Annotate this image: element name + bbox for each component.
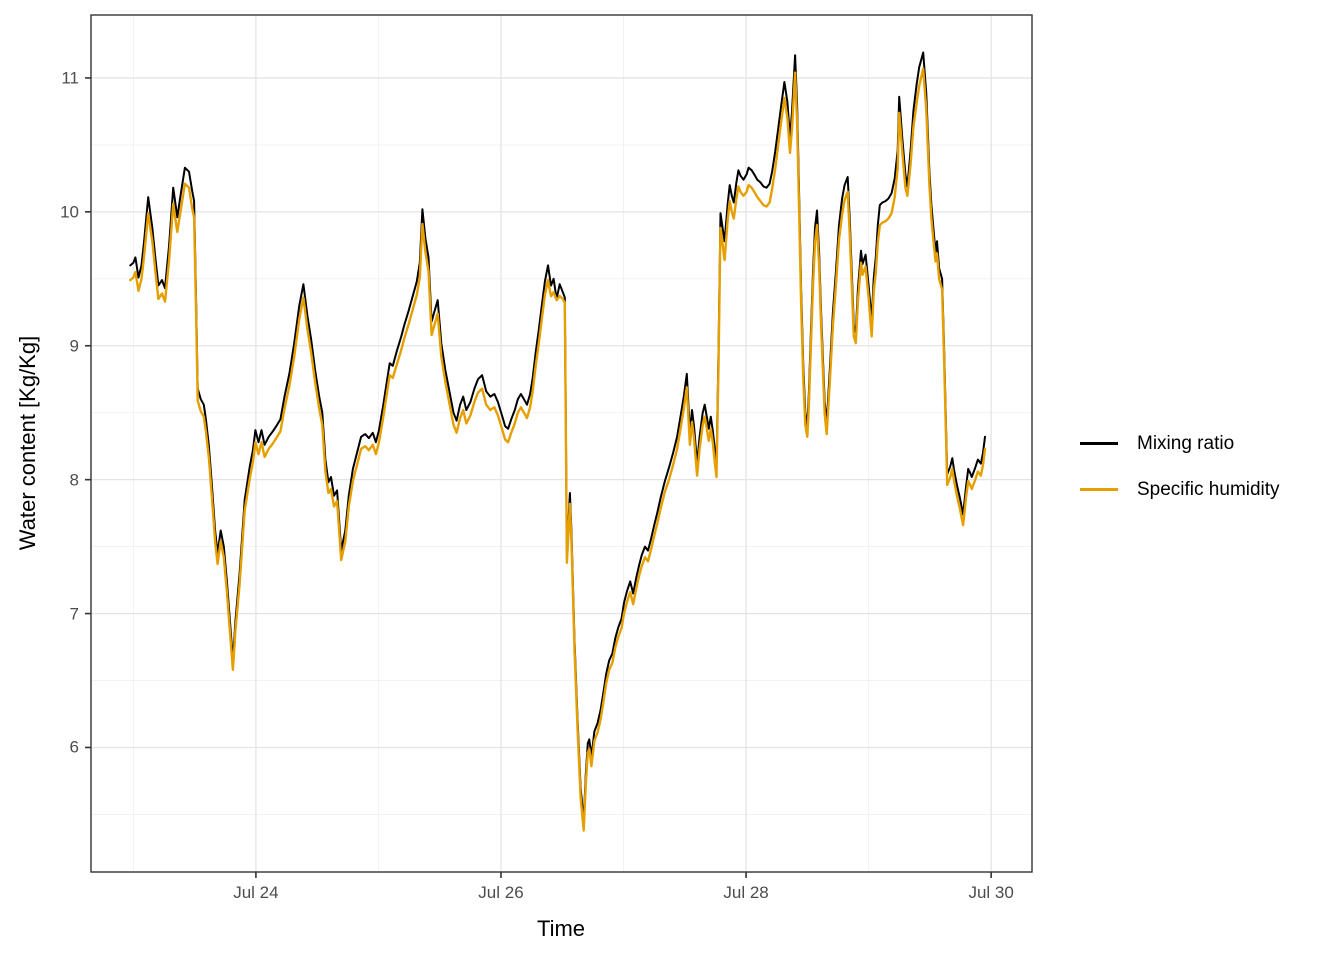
y-tick-label: 11 (61, 68, 79, 88)
specific-humidity-line-key-icon (1080, 488, 1118, 491)
y-tick-label: 8 (69, 470, 79, 490)
x-tick-label: Jul 28 (723, 883, 769, 902)
legend-label-mixing-ratio: Mixing ratio (1137, 433, 1235, 454)
x-axis-title: Time (536, 916, 586, 941)
y-tick-label: 7 (69, 604, 79, 624)
y-tick-label: 10 (60, 202, 79, 222)
mixing-ratio-line-key-icon (1080, 442, 1118, 445)
mixing-ratio-line (129, 51, 986, 823)
y-tick-label: 6 (69, 737, 79, 757)
panel-border (90, 14, 1033, 873)
y-tick-label: 9 (69, 336, 79, 356)
legend-label-specific-humidity: Specific humidity (1137, 479, 1280, 500)
x-tick-label: Jul 24 (233, 883, 279, 902)
y-axis-title: Water content [Kg/Kg] (15, 335, 40, 551)
specific-humidity-line (129, 67, 987, 832)
x-tick-label: Jul 30 (968, 883, 1014, 902)
x-tick-label: Jul 26 (478, 883, 524, 902)
